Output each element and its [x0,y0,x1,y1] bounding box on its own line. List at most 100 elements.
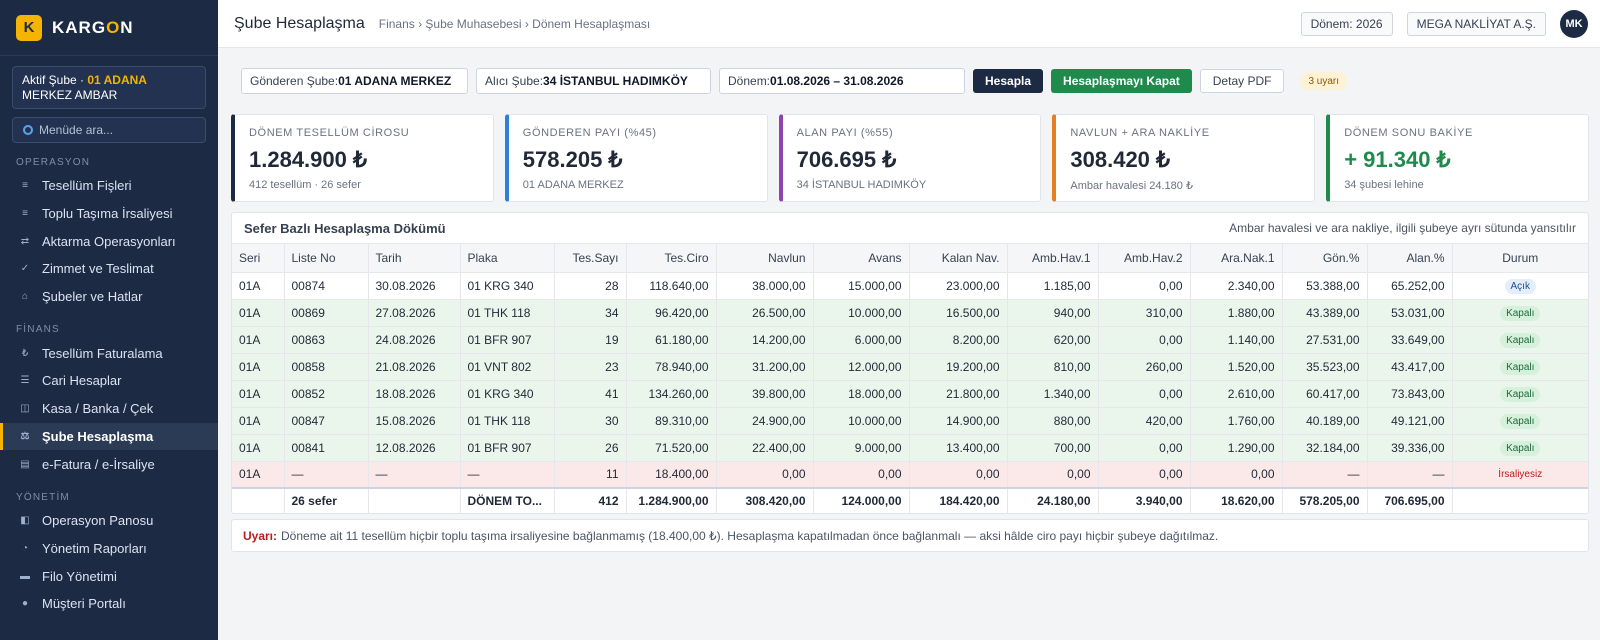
status-badge: Açık [1504,278,1536,294]
sidebar-item-label: e-Fatura / e-İrsaliye [42,456,155,472]
table-row[interactable]: 01A 00841 12.08.2026 01 BFR 907 26 71.520,00 2… [232,434,1588,462]
table-cell: 11 [554,461,627,489]
table-row[interactable]: 01A 00858 21.08.2026 01 VNT 802 23 78.940,00 3… [232,353,1588,381]
kpi-subtext: 34 İSTANBUL HADIMKÖY [796,179,927,191]
table-cell: — [368,461,461,489]
sidebar-item[interactable]: ⚖ Şube Hesaplaşma [0,422,218,451]
total-cell [232,487,285,513]
status-cell: Kapalı [1452,380,1588,408]
table-cell: 30.08.2026 [368,272,461,300]
table-cell: 6.000,00 [813,326,910,354]
column-header[interactable]: Gön.% [1282,244,1368,273]
table-row[interactable]: 01A 00869 27.08.2026 01 THK 118 34 96.420,00 2… [232,299,1588,327]
table-cell: 39.336,00 [1367,434,1453,462]
table-row[interactable]: 01A 00852 18.08.2026 01 KRG 340 41 134.260,00… [232,380,1588,408]
sidebar-item-label: Aktarma Operasyonları [42,233,176,249]
globe-icon: ● [21,598,29,610]
column-header[interactable]: Tarih [368,244,461,273]
status-badge: Kapalı [1500,332,1541,348]
table-cell: 73.843,00 [1367,380,1453,408]
table-cell: 1.760,00 [1190,407,1283,435]
table-cell: 15.000,00 [813,272,910,300]
transfer-icon: ⇄ [20,235,30,247]
avatar[interactable]: MK [1560,10,1588,38]
sidebar-item[interactable]: ◧ Operasyon Panosu [0,507,218,535]
sender-branch-field[interactable]: Gönderen Şube: 01 ADANA MERKEZ [241,68,468,94]
table-cell: 12.000,00 [813,353,910,381]
active-branch-selector[interactable]: Aktif Şube · 01 ADANA MERKEZ AMBAR [12,66,206,109]
column-header[interactable]: Amb.Hav.1 [1007,244,1099,273]
breadcrumb[interactable]: Finans › Şube Muhasebesi › Dönem Hesapla… [378,16,651,31]
column-header[interactable]: Seri [232,244,285,273]
column-header[interactable]: Alan.% [1367,244,1453,273]
brand-logo: K [16,14,42,41]
period-selector[interactable]: Dönem: 2026 [1300,12,1393,36]
table-row[interactable]: 01A 00874 30.08.2026 01 KRG 340 28 118.640,00… [232,272,1588,300]
table-row[interactable]: 01A — — —11 18.400,00 0,00 0,00 0,00 0,00 0,00 0,0… [232,461,1588,489]
total-cell: 18.620,00 [1190,487,1283,513]
kpi-subtext: 01 ADANA MERKEZ [522,179,624,191]
sidebar-item[interactable]: ▤ e-Fatura / e-İrsaliye [0,450,218,478]
table-cell: 19 [554,326,627,354]
sidebar-item[interactable]: ⌂ Şubeler ve Hatlar [0,283,218,311]
bank-icon: ◫ [20,403,30,415]
table-cell: 60.417,00 [1282,380,1368,408]
table-cell: 34 [554,299,627,327]
warning-text: Döneme ait 11 tesellüm hiçbir toplu taşı… [281,528,1219,543]
table-cell: 01A [232,299,285,327]
table-cell: 0,00 [1190,461,1283,489]
close-settlement-button[interactable]: Hesaplaşmayı Kapat [1051,69,1192,93]
column-header[interactable]: Ara.Nak.1 [1190,244,1283,273]
table-cell: 10.000,00 [813,299,910,327]
company-selector[interactable]: MEGA NAKLİYAT A.Ş. [1406,12,1546,36]
table-cell: — [1367,461,1453,489]
kpi-value: + 91.340 ₺ [1344,147,1451,172]
table-cell: 43.417,00 [1367,353,1453,381]
kpi-cards: DÖNEM TESELLÜM CİROSU 1.284.900 ₺ 412 tese… [231,114,1589,202]
table-row[interactable]: 01A 00847 15.08.2026 01 THK 118 30 89.310,00 2… [232,407,1588,435]
table-cell: 0,00 [909,461,1008,489]
sidebar-item[interactable]: ⇄ Aktarma Operasyonları [0,227,218,255]
total-cell: 412 [554,487,627,513]
receiver-branch-field[interactable]: Alıcı Şube: 34 İSTANBUL HADIMKÖY [476,68,711,94]
sidebar-item[interactable]: ✓ Zimmet ve Teslimat [0,255,218,283]
menu-search-input[interactable]: Menüde ara... [12,117,206,143]
column-header[interactable]: Durum [1452,244,1588,273]
table-cell: 0,00 [1098,434,1191,462]
sidebar-item[interactable]: ₺ Tesellüm Faturalama [0,339,218,367]
table-cell: 01A [232,434,285,462]
sidebar-item[interactable]: ◔ Yönetim Raporları [0,535,218,563]
detail-pdf-button[interactable]: Detay PDF [1199,69,1285,93]
warning-count-badge[interactable]: 3 uyarı [1300,72,1348,90]
table-cell: 1.185,00 [1007,272,1099,300]
column-header[interactable]: Avans [813,244,910,273]
sidebar-item[interactable]: ≡ Tesellüm Fişleri [0,172,218,200]
sidebar-item[interactable]: ● Müşteri Portalı [0,590,218,618]
column-header[interactable]: Liste No [284,244,369,273]
column-header[interactable]: Plaka [460,244,555,273]
column-header[interactable]: Kalan Nav. [909,244,1008,273]
status-cell: Kapalı [1452,326,1588,354]
column-header[interactable]: Amb.Hav.2 [1098,244,1191,273]
sidebar-item[interactable]: ▬ Filo Yönetimi [0,562,218,590]
table-cell: 53.388,00 [1282,272,1368,300]
table-row[interactable]: 01A 00863 24.08.2026 01 BFR 907 19 61.180,00 1… [232,326,1588,354]
period-field[interactable]: Dönem: 01.08.2026 – 31.08.2026 [719,68,965,94]
sidebar-item[interactable]: ≡ Toplu Taşıma İrsaliyesi [0,200,218,228]
table-cell: 01 KRG 340 [460,272,555,300]
table-cell: 13.400,00 [909,434,1008,462]
table-cell: 00841 [284,434,369,462]
column-header[interactable]: Tes.Sayı [554,244,627,273]
column-header[interactable]: Tes.Ciro [626,244,717,273]
calculate-button[interactable]: Hesapla [973,69,1044,93]
table-cell: 23.000,00 [909,272,1008,300]
brand[interactable]: K KARGON [0,0,218,56]
home-icon: ⌂ [21,291,29,303]
sidebar-item[interactable]: ☰ Cari Hesaplar [0,367,218,395]
table-cell: 61.180,00 [626,326,717,354]
column-header[interactable]: Navlun [716,244,814,273]
total-cell: 24.180,00 [1007,487,1099,513]
sidebar-item[interactable]: ◫ Kasa / Banka / Çek [0,395,218,423]
filter-bar: Gönderen Şube: 01 ADANA MERKEZ Alıcı Şube… [241,68,1348,94]
status-cell: Kapalı [1452,299,1588,327]
